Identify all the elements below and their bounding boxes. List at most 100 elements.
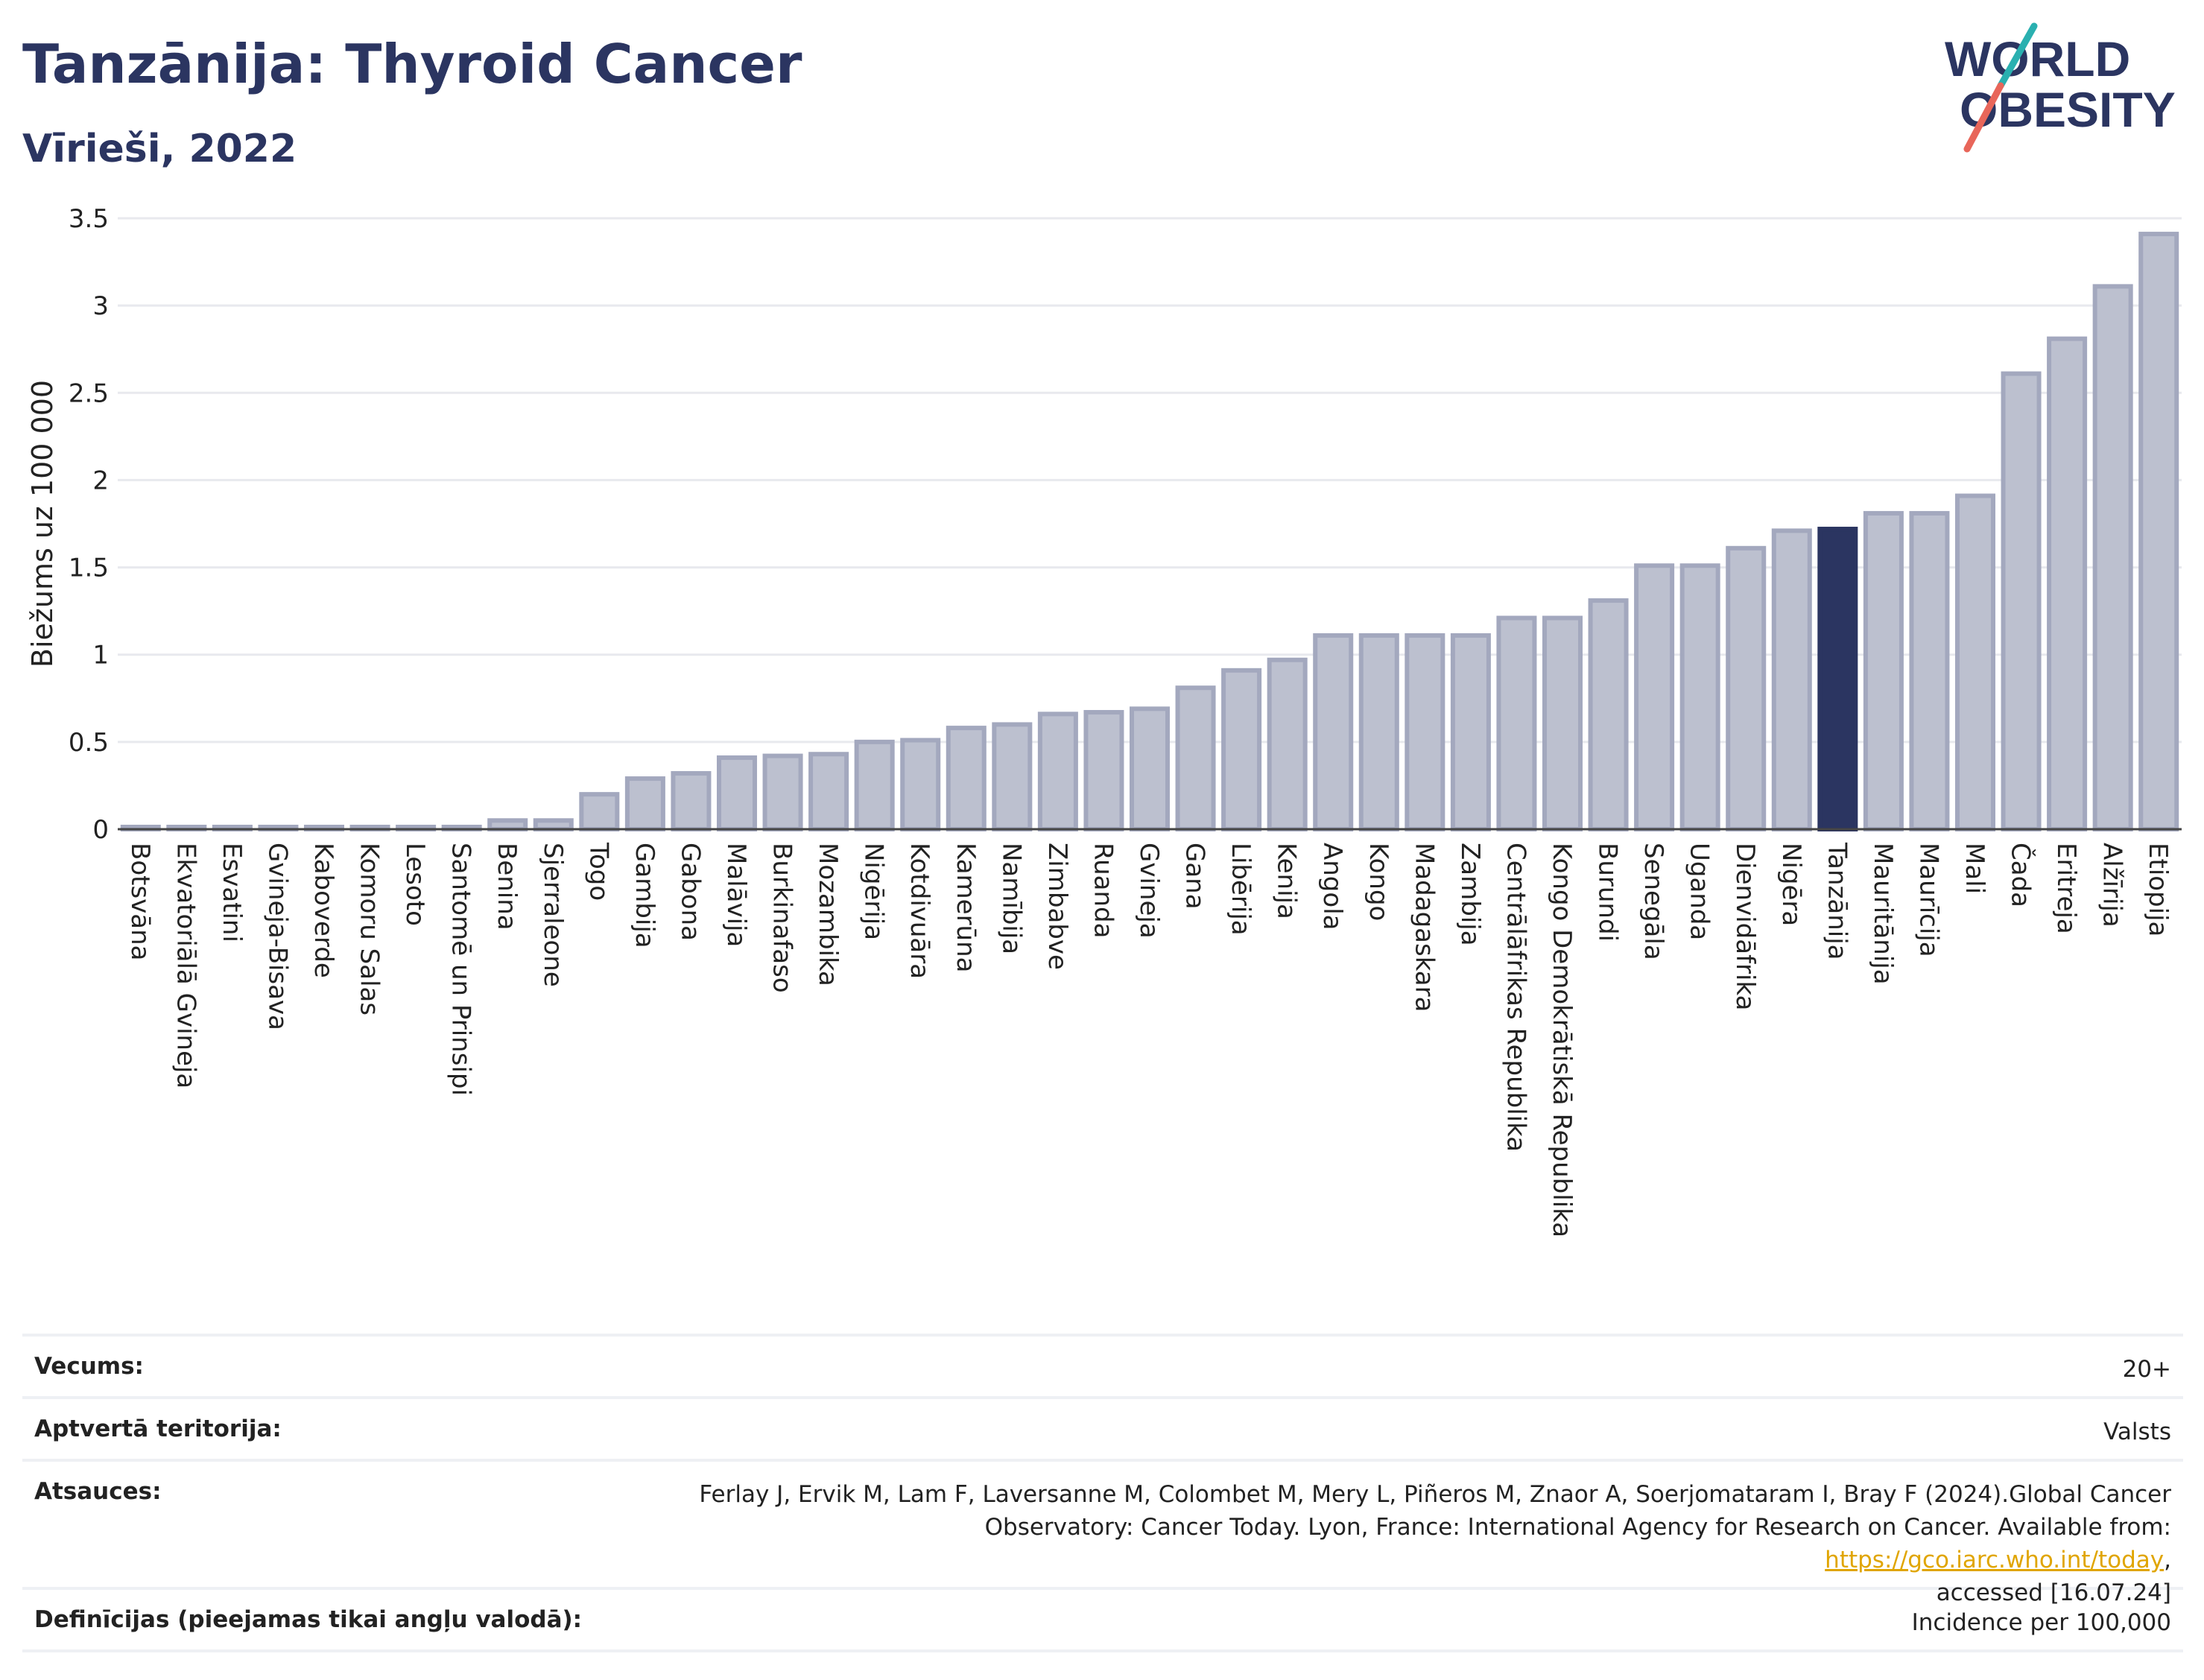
info-row-definitions: Definīcijas (pieejamas tikai angļu valod… [22,1590,2183,1652]
x-tick-label: Santomē un Prinsipi [446,843,476,1096]
logo-slash-red [1963,82,2004,153]
x-tick-label: Botsvāna [125,843,155,961]
info-label-territory: Aptvertā teritorija: [34,1416,282,1442]
bar [671,771,712,831]
bar [716,755,758,832]
x-tick-label: Mauritānija [1868,843,1898,985]
world-obesity-logo: WORLD OBESITY [1945,22,2176,153]
x-tick-label: Libērija [1226,843,1255,936]
bar [1909,510,1950,831]
x-tick-label: Čada [2006,843,2036,907]
x-tick-label: Angola [1317,843,1347,930]
y-axis-label: Biežums uz 100 000 [26,380,59,668]
bar [1679,563,1720,831]
info-label-age: Vecums: [34,1353,144,1380]
bar [1405,633,1445,831]
bar [1450,633,1491,831]
x-tick-label: Benina [492,843,522,931]
info-value-age: 20+ [2122,1356,2171,1383]
bar [1726,545,1767,831]
bar [900,738,941,831]
x-tick-label: Namībija [996,843,1026,954]
page-subtitle: Vīrieši, 2022 [22,127,297,171]
bar [1175,685,1216,831]
reference-link[interactable]: https://gco.iarc.who.int/today [1825,1547,2165,1573]
x-tick-label: Uganda [1685,843,1714,940]
info-row-age: Vecums: 20+ [22,1337,2183,1399]
bar [1083,710,1124,831]
x-tick-label: Komoru Salas [355,843,384,1015]
bar [533,818,574,832]
bar [1313,633,1354,831]
reference-line2-end: , [2164,1547,2171,1573]
bar [1129,706,1171,831]
x-tick-label: Zimbabve [1042,843,1072,970]
bar [1817,527,1858,831]
info-row-references: Atsauces: Ferlay J, Ervik M, Lam F, Lave… [22,1462,2183,1606]
x-tick-label: Malāvija [721,843,751,947]
x-tick-label: Ruanda [1088,843,1118,938]
x-tick-label: Mali [1960,843,1989,894]
x-tick-label: Tanzānija [1822,842,1852,960]
y-tick-label: 3 [92,291,109,321]
x-tick-label: Togo [583,842,613,901]
bar [624,776,665,831]
x-tick-label: Eritreja [2051,843,2081,934]
x-tick-label: Madagaskara [1409,843,1439,1012]
x-tick-label: Maurīcija [1913,843,1943,957]
bar [1037,711,1078,831]
x-tick-label: Nigēra [1776,843,1806,926]
x-tick-label: Nigērija [859,843,889,940]
page-title: Tanzānija: Thyroid Cancer [22,33,802,95]
y-tick-label: 1 [92,641,109,671]
info-table: Vecums: 20+ Aptvertā teritorija: Valsts … [22,1334,2183,1652]
bar [579,792,620,831]
x-tick-label: Gvineja [1134,843,1164,939]
y-tick-label: 0 [92,815,109,845]
bar [2047,336,2088,831]
bar [1954,493,1996,831]
bar [1542,615,1583,831]
x-tick-label: Burkinafaso [767,843,797,993]
x-tick-label: Zambija [1455,843,1485,946]
bar [1221,668,1262,831]
logo-line1: WORLD [1945,31,2130,86]
bar [1863,510,1904,831]
x-tick-label: Burundi [1593,843,1623,942]
x-tick-label: Mozambika [813,843,843,986]
x-tick-label: Centrālāfrikas Republika [1501,843,1530,1152]
y-tick-label: 3.5 [69,204,109,234]
x-tick-label: Kaboverde [308,843,338,978]
bar [1358,633,1399,831]
x-tick-label: Alžīrija [2097,843,2127,928]
bar [2092,284,2133,832]
y-tick-label: 1.5 [69,554,109,583]
reference-line2: Observatory: Cancer Today. Lyon, France:… [984,1514,2171,1541]
bar [808,752,849,831]
x-tick-label: Senegāla [1638,843,1668,960]
x-tick-label: Ekvatoriālā Gvineja [171,843,200,1088]
bar [1267,657,1308,831]
info-value-references: Ferlay J, Ervik M, Lam F, Laversanne M, … [644,1478,2171,1609]
bar [1496,615,1537,831]
x-tick-label: Gabona [675,843,705,941]
x-tick-label: Kotdivuāra [905,843,934,979]
bar [2001,371,2042,831]
x-tick-label: Gana [1180,843,1210,910]
bar [946,726,987,831]
y-tick-label: 0.5 [69,728,109,758]
info-label-definitions: Definīcijas (pieejamas tikai angļu valod… [34,1606,583,1633]
y-tick-label: 2 [92,466,109,495]
bar [1771,528,1812,831]
bar-chart: 0 0.5 1 1.5 2 2.5 3 3.5 Biežums uz 100 000 Botsvā… [26,204,2182,1237]
info-value-territory: Valsts [2103,1419,2171,1445]
bar [487,818,528,832]
x-tick-label: Esvatini [217,843,247,942]
x-tick-label: Kenija [1272,843,1302,919]
x-tick-label: Sjerraleone [538,843,568,987]
x-tick-label: Kongo Demokrātiskā Republika [1547,843,1577,1237]
x-tick-label: Dienvidāfrika [1730,843,1760,1010]
x-tick-label: Kamerūna [951,843,981,972]
x-tick-label: Gvineja-Bisava [262,843,292,1030]
logo-slash-teal [1997,22,2038,89]
